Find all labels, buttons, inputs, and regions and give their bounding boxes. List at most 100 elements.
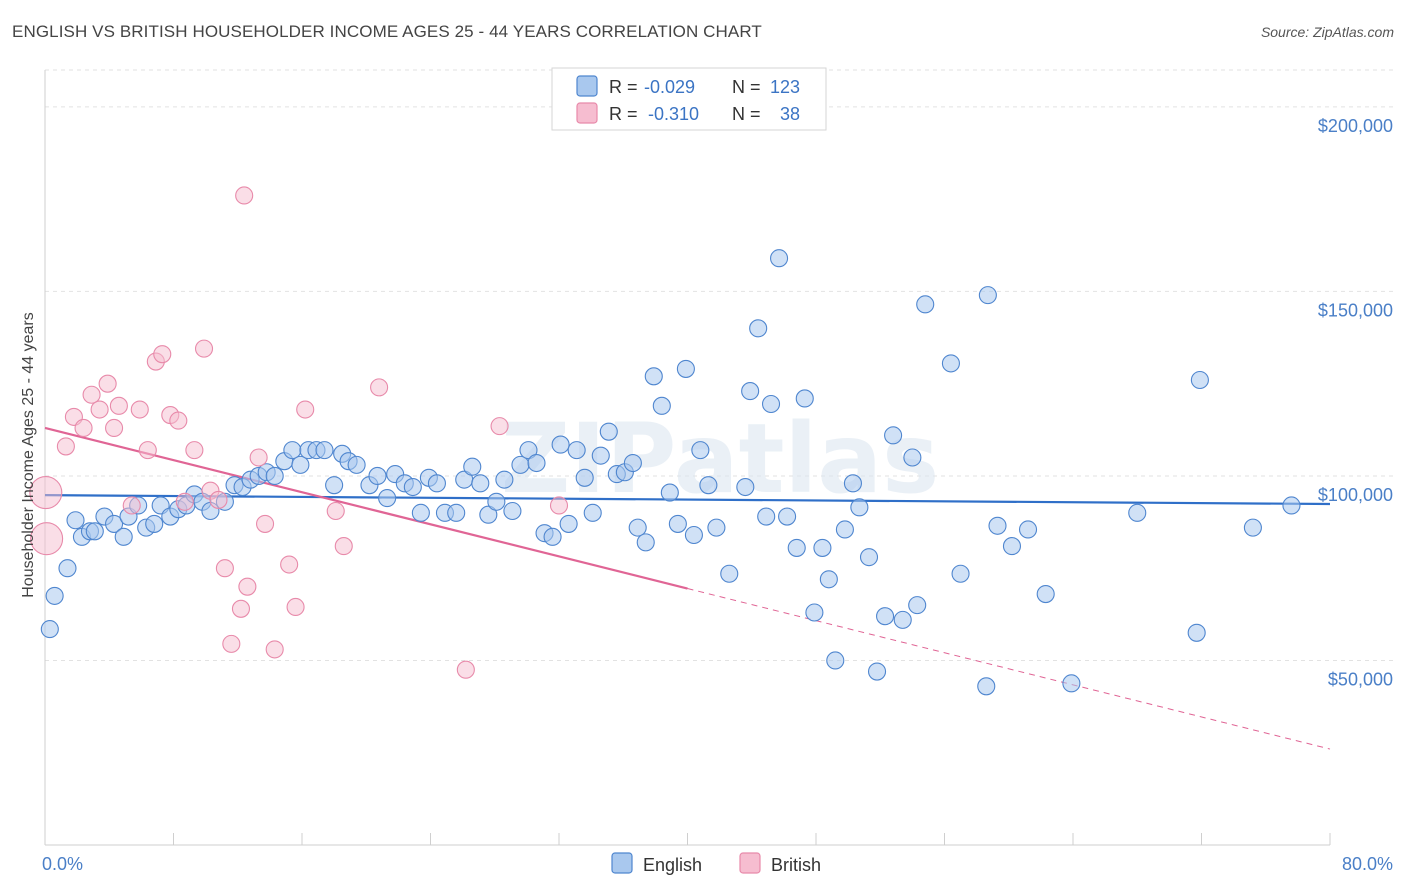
- english-point: [720, 564, 739, 583]
- british-point: [56, 437, 75, 456]
- english-point: [527, 453, 546, 473]
- grid-lines: [45, 69, 1395, 661]
- legend-english-n-label: N =: [732, 77, 761, 97]
- english-point: [145, 514, 164, 533]
- british-point: [222, 634, 241, 653]
- english-point: [628, 518, 647, 537]
- british-point: [256, 514, 275, 533]
- british-point: [265, 640, 284, 659]
- english-point: [652, 396, 671, 415]
- english-point: [551, 435, 570, 454]
- english-point: [941, 354, 960, 373]
- watermark: ZIPatlas: [501, 403, 940, 515]
- british-point: [456, 660, 475, 679]
- english-point: [58, 559, 77, 578]
- english-point: [283, 441, 302, 460]
- english-point: [741, 382, 760, 401]
- british-point: [130, 400, 149, 419]
- english-point: [795, 389, 814, 408]
- english-trend-line: [44, 494, 1331, 506]
- english-point: [85, 522, 104, 541]
- english-point: [40, 620, 59, 639]
- english-point: [691, 441, 710, 460]
- english-point: [1243, 518, 1262, 537]
- legend-british-n-label: N =: [732, 104, 761, 124]
- y-tick-label: $150,000: [1318, 300, 1393, 320]
- english-point: [411, 503, 430, 522]
- english-point: [893, 610, 912, 629]
- british-point: [98, 374, 117, 393]
- british-point: [326, 501, 345, 521]
- english-point: [575, 468, 594, 487]
- english-point: [978, 286, 997, 305]
- english-point: [951, 564, 970, 583]
- british-point: [29, 476, 63, 510]
- english-point: [315, 441, 334, 460]
- legend-british-r-value: -0.310: [648, 104, 699, 124]
- english-point: [591, 446, 610, 465]
- british-point: [30, 522, 64, 556]
- english-point: [471, 474, 490, 493]
- english-point: [805, 603, 824, 622]
- english-point: [676, 359, 695, 378]
- english-point: [427, 474, 446, 493]
- english-point: [916, 295, 935, 314]
- english-point: [543, 527, 562, 546]
- british-point: [370, 378, 389, 397]
- english-point: [559, 514, 578, 533]
- english-point: [1062, 674, 1081, 693]
- bottom-legend-british-swatch: [739, 852, 761, 874]
- english-point: [636, 533, 655, 552]
- british-point: [209, 490, 228, 509]
- english-point: [761, 394, 781, 414]
- british-point: [235, 186, 254, 205]
- legend-english-n-value: 123: [770, 77, 800, 97]
- bottom-legend-english-label: English: [643, 855, 702, 875]
- english-point: [884, 426, 903, 445]
- legend-box: [551, 67, 827, 131]
- source-credit: Source: ZipAtlas.com: [1260, 24, 1394, 40]
- english-point: [1282, 496, 1301, 515]
- english-point: [778, 507, 797, 526]
- british-point: [549, 496, 569, 515]
- english-point: [770, 249, 789, 268]
- english-point: [699, 476, 718, 495]
- english-point: [1128, 503, 1147, 522]
- british-point: [109, 396, 128, 415]
- english-point: [114, 527, 133, 546]
- english-point: [867, 662, 887, 681]
- legend-english-r-label: R =: [609, 77, 638, 97]
- english-point: [736, 477, 755, 497]
- british-trend-extension: [687, 588, 1331, 750]
- british-point: [82, 385, 101, 404]
- british-point: [490, 417, 509, 436]
- english-point: [567, 441, 586, 460]
- british-point: [175, 492, 194, 511]
- english-point: [826, 651, 845, 670]
- legend-english-r-value: -0.029: [644, 77, 695, 97]
- bottom-legend-english-swatch: [611, 852, 633, 874]
- english-point: [368, 466, 387, 486]
- british-point: [169, 411, 188, 430]
- british-point: [231, 599, 251, 618]
- english-point: [487, 492, 506, 511]
- legend-english-swatch: [576, 75, 598, 97]
- english-point: [1187, 623, 1206, 642]
- british-point: [105, 418, 124, 438]
- english-point: [749, 319, 768, 338]
- british-point: [238, 577, 257, 596]
- y-tick-label: $200,000: [1318, 116, 1393, 136]
- english-point: [859, 548, 879, 567]
- english-points: [40, 249, 1301, 696]
- english-point: [908, 596, 927, 615]
- english-point: [668, 514, 687, 533]
- english-point: [787, 538, 806, 557]
- english-point: [495, 470, 514, 489]
- bottom-legend-british-label: British: [771, 855, 821, 875]
- british-point: [334, 537, 353, 556]
- english-point: [660, 483, 679, 502]
- english-point: [819, 570, 838, 589]
- x-tick-labels: 0.0% 80.0%: [42, 854, 1393, 874]
- x-tick-label-max: 80.0%: [1342, 854, 1393, 874]
- english-point: [850, 498, 869, 517]
